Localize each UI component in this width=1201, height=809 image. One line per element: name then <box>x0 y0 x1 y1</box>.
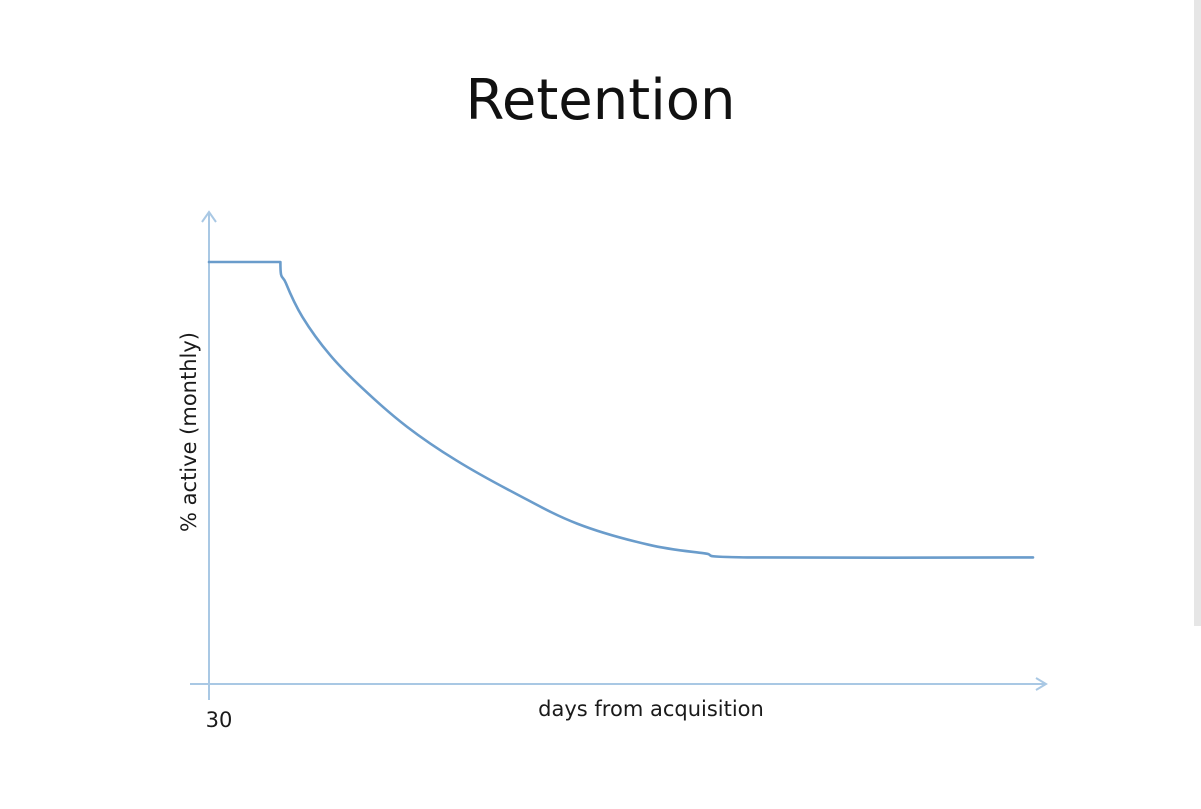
chart-axes <box>190 210 1048 700</box>
x-tick-labels: 30 <box>206 708 233 732</box>
chart-title: Retention <box>465 68 736 133</box>
slide-edge <box>1194 0 1201 626</box>
x-axis-arrowhead <box>1035 677 1048 691</box>
x-tick-label: 30 <box>206 708 233 732</box>
y-axis-label: % active (monthly) <box>177 332 201 532</box>
y-axis-arrowhead <box>201 210 217 223</box>
retention-line <box>207 260 1035 560</box>
x-axis-label: days from acquisition <box>538 697 764 721</box>
